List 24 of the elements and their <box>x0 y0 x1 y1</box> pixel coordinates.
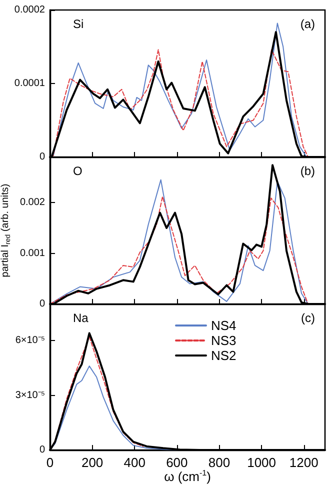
y-tick-label: 0.001 <box>20 248 46 259</box>
y-tick-label: 0.0002 <box>14 4 46 16</box>
x-tick-label: 200 <box>81 455 104 470</box>
y-tick-label: 6×10⁻⁵ <box>15 335 45 346</box>
y-tick-label: 0 <box>39 444 46 456</box>
annotation: (a) <box>300 17 316 31</box>
legend-label: NS4 <box>211 318 236 333</box>
legend-label: NS3 <box>211 333 236 348</box>
x-tick-label: 400 <box>124 455 146 470</box>
y-tick-label: 0 <box>39 298 46 310</box>
annotation: (b) <box>300 164 316 178</box>
x-tick-label: 800 <box>208 455 230 470</box>
legend-label: NS2 <box>211 348 236 363</box>
x-tick-label: 600 <box>166 455 188 470</box>
annotation: (c) <box>301 311 316 325</box>
y-tick-label: 0.0001 <box>14 78 46 89</box>
annotation: Si <box>73 17 84 31</box>
y-tick-label: 3×10⁻⁵ <box>15 390 45 401</box>
y-tick-label: 0 <box>39 152 46 162</box>
x-tick-label: 1000 <box>247 455 276 470</box>
annotation: Na <box>73 311 89 325</box>
annotation: O <box>73 164 82 178</box>
y-tick-label: 0.002 <box>20 197 46 208</box>
x-tick-label: 1200 <box>289 455 318 470</box>
